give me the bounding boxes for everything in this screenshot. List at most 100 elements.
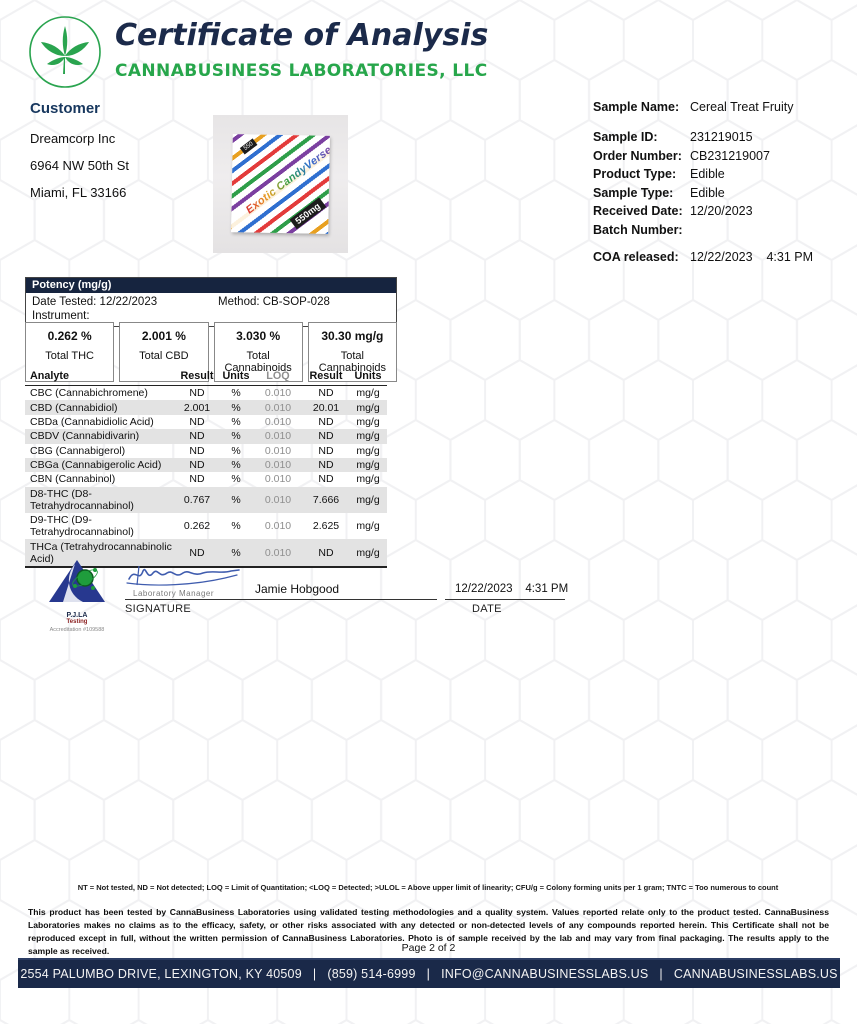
- table-cell: ND: [318, 444, 334, 457]
- table-cell: ND: [175, 539, 219, 568]
- sample-info-row: Sample ID: 231219015: [593, 130, 848, 144]
- table-cell: 0.010: [264, 415, 292, 428]
- table-cell: ND: [189, 473, 205, 486]
- sample-info-label: Sample ID:: [593, 130, 658, 144]
- table-cell: ND: [189, 459, 205, 472]
- customer-address-city: Miami, FL 33166: [30, 185, 127, 200]
- date-label: DATE: [472, 603, 502, 615]
- table-cell: CBG (Cannabigerol): [30, 444, 126, 457]
- pjla-logo-icon: [49, 560, 105, 602]
- table-row: CBDa (Cannabidiolic Acid) ND% 0.010 ND mg/g: [25, 415, 387, 429]
- col-header-result-pct: Result: [175, 368, 219, 386]
- sample-rows: Sample ID: 231219015 Order Number: CB231219…: [593, 130, 848, 237]
- table-cell: %: [231, 520, 241, 533]
- page-number: Page 2 of 2: [401, 942, 456, 954]
- potency-panel-title: Potency (mg/g): [26, 278, 396, 293]
- customer-block: Customer Dreamcorp Inc 6964 NW 50th St M…: [30, 100, 210, 212]
- disclaimer-text: This product has been tested by CannaBus…: [28, 907, 829, 956]
- table-cell: mg/g: [356, 387, 380, 400]
- table-cell: 0.010: [264, 520, 292, 533]
- table-cell: mg/g: [356, 401, 380, 414]
- lab-contact-bar: 2554 PALUMBO DRIVE, LEXINGTON, KY 40509 …: [18, 958, 840, 988]
- summary-label: Total THC: [45, 350, 94, 362]
- table-row: CBC (Cannabichromene) ND% 0.010 ND mg/g: [25, 386, 387, 401]
- pjla-accreditation-number: Accreditation #109588: [49, 627, 105, 633]
- coa-released-row: COA released: 12/22/2023 4:31 PM: [593, 250, 848, 264]
- table-cell: CBC (Cannabichromene): [30, 387, 148, 400]
- col-header-units-pct: Units: [219, 368, 253, 386]
- sample-info-block: Sample Name: Cereal Treat Fruity Sample …: [593, 100, 848, 268]
- table-cell: %: [231, 459, 241, 472]
- sample-info-row: Received Date: 12/20/2023: [593, 204, 848, 218]
- table-cell: mg/g: [349, 539, 387, 568]
- table-cell: D8-THC (D8-Tetrahydrocannabinol): [30, 487, 134, 512]
- table-cell: 0.767: [183, 493, 211, 506]
- sample-info-value: 231219015: [690, 130, 753, 144]
- table-cell: %: [231, 444, 241, 457]
- cannabis-leaf-logo-icon: [29, 16, 101, 88]
- potency-panel: Potency (mg/g) Date Tested: 12/22/2023 M…: [25, 277, 397, 327]
- document-title: Certificate of Analysis: [115, 18, 489, 53]
- summary-value: 0.262 %: [47, 329, 92, 343]
- signer-role: Laboratory Manager: [133, 589, 215, 598]
- col-header-result-mg: Result: [303, 368, 349, 386]
- sample-info-label: Product Type:: [593, 167, 677, 181]
- table-cell: 0.010: [264, 459, 292, 472]
- table-cell: 20.01: [312, 401, 340, 414]
- signature-date: 12/22/2023 4:31 PM: [455, 583, 569, 595]
- sample-info-row: Order Number: CB231219007: [593, 149, 848, 163]
- table-cell: %: [231, 415, 241, 428]
- coa-released-label: COA released:: [593, 249, 679, 264]
- table-cell: mg/g: [356, 459, 380, 472]
- signature-label: SIGNATURE: [125, 603, 192, 615]
- method: Method: CB-SOP-028: [218, 296, 330, 308]
- table-cell: 0.010: [264, 493, 292, 506]
- sample-info-row: Product Type: Edible: [593, 167, 848, 181]
- abbreviation-legend: NT = Not tested, ND = Not detected; LOQ …: [77, 883, 779, 892]
- table-row: CBDV (Cannabidivarin) ND% 0.010 ND mg/g: [25, 429, 387, 444]
- table-cell: mg/g: [356, 520, 380, 533]
- table-cell: mg/g: [356, 430, 380, 443]
- sample-name-value: Cereal Treat Fruity: [690, 100, 794, 114]
- sample-info-label: Sample Type:: [593, 185, 674, 200]
- pjla-accreditation-logo: P.J.LA Testing Accreditation #109588: [40, 556, 114, 633]
- table-cell: 0.010: [264, 387, 292, 400]
- table-cell: %: [231, 493, 241, 506]
- table-row: CBGa (Cannabigerolic Acid) ND% 0.010 ND mg/g: [25, 457, 387, 473]
- table-cell: 0.010: [264, 444, 292, 457]
- table-cell: mg/g: [356, 444, 380, 457]
- table-row: CBG (Cannabigerol) ND% 0.010 ND mg/g: [25, 444, 387, 458]
- table-cell: CBD (Cannabidiol): [30, 401, 118, 414]
- table-cell: ND: [318, 430, 334, 443]
- table-cell: 0.010: [253, 539, 303, 568]
- table-cell: 2.001: [183, 401, 211, 414]
- table-cell: %: [231, 430, 241, 443]
- analyte-table-body: CBC (Cannabichromene) ND% 0.010 ND mg/g CBD (…: [25, 386, 387, 568]
- table-cell: 0.010: [264, 401, 292, 414]
- sample-info-label: Order Number:: [593, 148, 682, 163]
- table-cell: ND: [318, 473, 334, 486]
- table-cell: 0.262: [183, 520, 211, 533]
- summary-value: 3.030 %: [236, 329, 281, 343]
- table-cell: mg/g: [356, 473, 380, 486]
- potency-meta-row: Date Tested: 12/22/2023 Method: CB-SOP-0…: [26, 293, 396, 310]
- sample-info-label: Batch Number:: [593, 222, 683, 237]
- table-cell: 7.666: [312, 493, 340, 506]
- table-cell: %: [219, 539, 253, 568]
- table-cell: ND: [303, 539, 349, 568]
- table-row: D8-THC (D8-Tetrahydrocannabinol) 0.767% 0.…: [25, 486, 387, 513]
- table-cell: THCa (Tetrahydrocannabinolic Acid): [25, 539, 175, 568]
- table-cell: CBDa (Cannabidiolic Acid): [30, 415, 154, 428]
- table-cell: ND: [189, 415, 205, 428]
- sample-info-value: 12/20/2023: [690, 204, 753, 218]
- summary-value: 2.001 %: [141, 329, 186, 343]
- pjla-testing: Testing: [66, 619, 88, 625]
- signer-printed-name: Jamie Hobgood: [255, 582, 340, 596]
- col-header-units-mg: Units: [349, 368, 387, 386]
- sample-info-row: Sample Type: Edible: [593, 186, 848, 200]
- date-line: [445, 568, 565, 600]
- table-cell: ND: [189, 387, 205, 400]
- sample-info-value: Edible: [690, 185, 725, 200]
- table-row: D9-THC (D9-Tetrahydrocannabinol) 0.262% 0.…: [25, 513, 387, 539]
